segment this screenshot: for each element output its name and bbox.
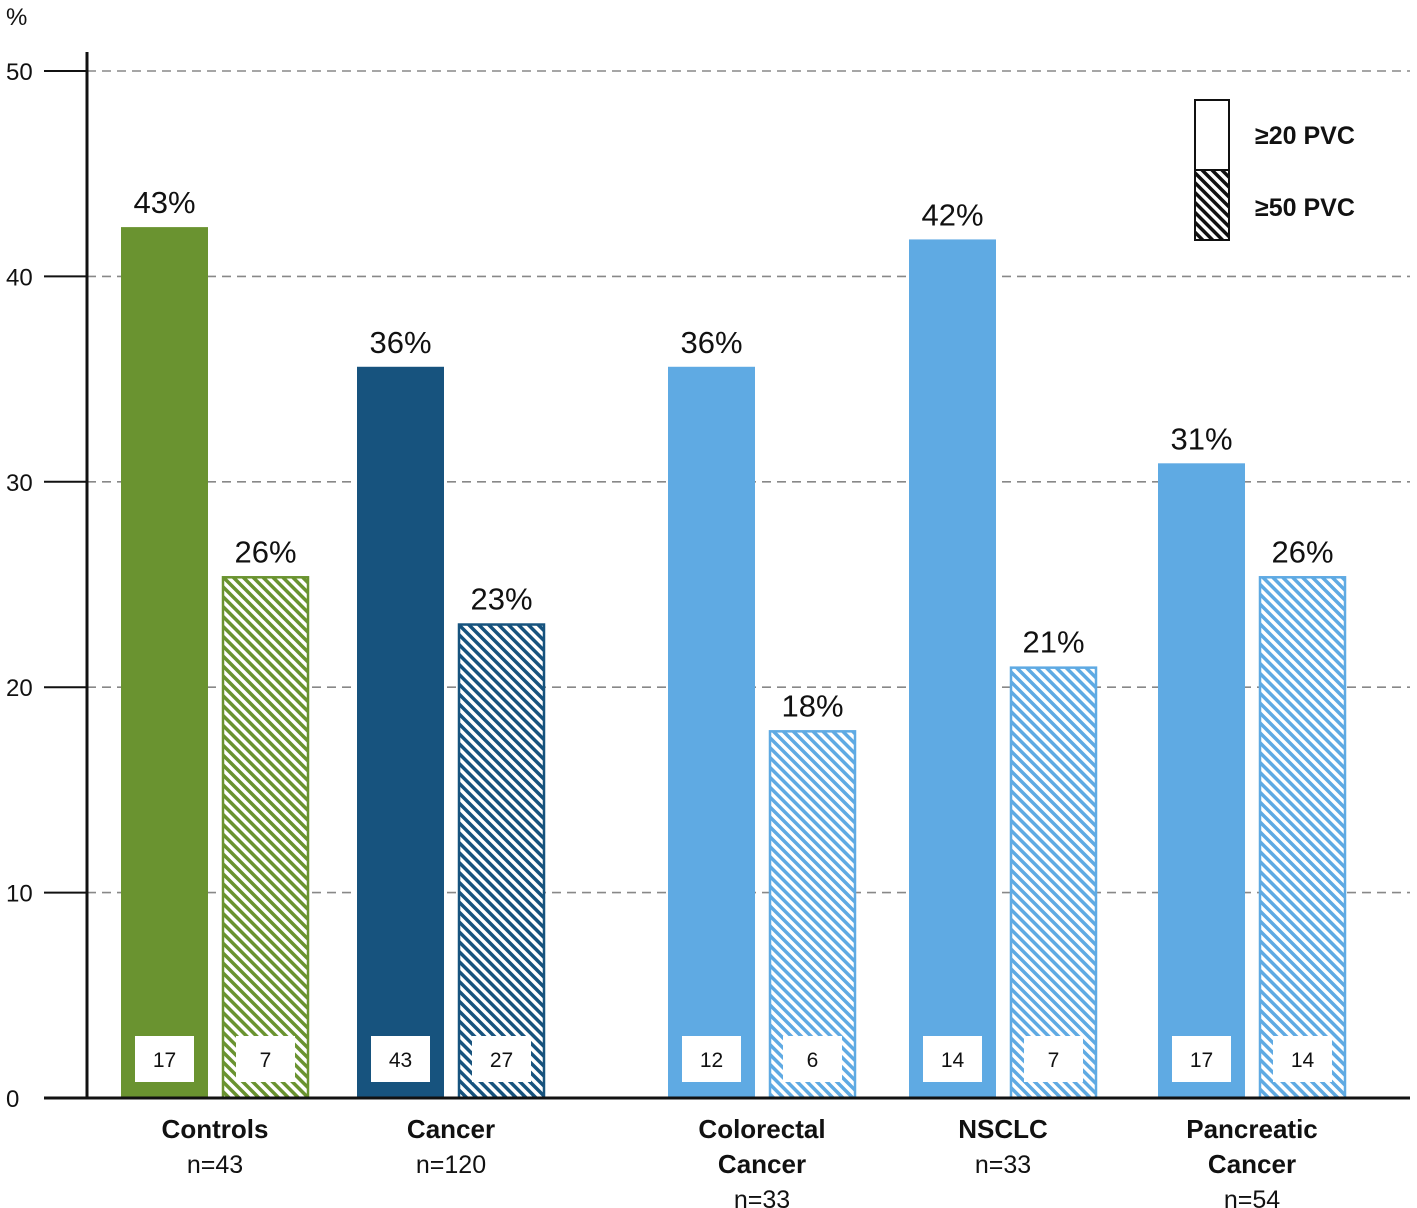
bar-value-label: 36% (680, 325, 742, 360)
bar-value-label: 31% (1170, 421, 1232, 456)
count-box (923, 1036, 982, 1082)
legend-swatch-hatched (1194, 169, 1230, 241)
bar-group: 43% 17 26% 7 (121, 185, 310, 1100)
bar (221, 576, 310, 1100)
count-label: 7 (260, 1049, 272, 1072)
legend-label: ≥50 PVC (1255, 194, 1355, 222)
x-axis-labels: Controls n=43 Cancer n=120 Colorectal Cancer n… (162, 1114, 1318, 1208)
y-tick-label: 20 (6, 675, 33, 702)
count-box (1273, 1036, 1332, 1082)
y-axis-ticks: 0 10 20 30 40 50 (6, 59, 87, 1113)
y-tick-label: 30 (6, 470, 33, 497)
count-label: 17 (1190, 1049, 1213, 1072)
count-label: 43 (389, 1049, 412, 1072)
legend-swatch-solid (1194, 99, 1230, 171)
bar-value-label: 18% (781, 688, 843, 723)
y-tick-label: 0 (6, 1086, 19, 1113)
y-axis-label: % (6, 4, 27, 31)
count-label: 6 (807, 1049, 819, 1072)
bar-value-label: 42% (921, 197, 983, 232)
bar-value-label: 36% (369, 325, 431, 360)
bar-group: 36% 12 18% 6 (668, 325, 857, 1100)
bar-value-label: 23% (470, 582, 532, 617)
bar-group: 42% 14 21% 7 (909, 197, 1098, 1100)
category-label: Cancer (407, 1114, 495, 1144)
bars: 43% 17 26% 7 36% 43 23% 27 36% 12 18% 6 42% 14 21% 7 31%… (121, 185, 1347, 1100)
bar (1158, 463, 1245, 1099)
bar (121, 227, 208, 1098)
count-label: 14 (941, 1049, 965, 1072)
sample-size-label: n=43 (187, 1151, 243, 1179)
sample-size-label: n=54 (1224, 1186, 1280, 1208)
bar-value-label: 26% (1271, 534, 1333, 569)
bar (909, 239, 996, 1099)
bar-group: 36% 43 23% 27 (357, 325, 546, 1100)
bar (457, 623, 546, 1100)
count-box (135, 1036, 194, 1082)
bar-group: 31% 17 26% 14 (1158, 421, 1347, 1100)
legend-label: ≥20 PVC (1255, 122, 1355, 150)
count-box (1172, 1036, 1231, 1082)
sample-size-label: n=120 (416, 1151, 486, 1179)
count-box (1024, 1036, 1083, 1082)
y-tick-label: 50 (6, 59, 33, 86)
bar-value-label: 26% (234, 534, 296, 569)
count-label: 12 (700, 1049, 723, 1072)
category-label: Pancreatic (1186, 1114, 1318, 1144)
count-label: 7 (1048, 1049, 1060, 1072)
count-box (371, 1036, 430, 1082)
category-label: Colorectal (698, 1114, 825, 1144)
axes (44, 52, 1410, 1100)
count-box (783, 1036, 842, 1082)
bar (357, 366, 444, 1098)
bar (1009, 666, 1098, 1100)
sample-size-label: n=33 (975, 1151, 1031, 1179)
bar-value-label: 21% (1022, 625, 1084, 660)
count-box (682, 1036, 741, 1082)
bar (1258, 576, 1347, 1100)
bar-value-label: 43% (133, 185, 195, 220)
bar (668, 366, 755, 1098)
y-tick-label: 10 (6, 881, 33, 908)
count-label: 14 (1291, 1049, 1315, 1072)
count-box (236, 1036, 295, 1082)
category-label: Cancer (1208, 1149, 1296, 1179)
count-label: 27 (490, 1049, 513, 1072)
y-tick-label: 40 (6, 264, 33, 291)
count-box (472, 1036, 531, 1082)
category-label: Controls (162, 1114, 269, 1144)
count-label: 17 (153, 1049, 176, 1072)
sample-size-label: n=33 (734, 1186, 790, 1208)
category-label: NSCLC (958, 1114, 1048, 1144)
legend: ≥20 PVC ≥50 PVC (1194, 99, 1355, 241)
category-label: Cancer (718, 1149, 806, 1179)
